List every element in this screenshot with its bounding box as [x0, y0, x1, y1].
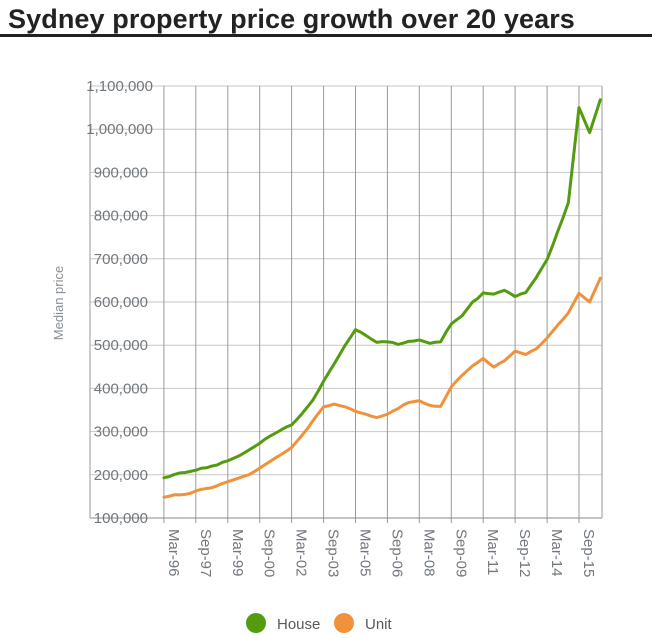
svg-text:Unit: Unit: [365, 616, 393, 633]
svg-text:Sep-97: Sep-97: [197, 529, 214, 577]
svg-text:900,000: 900,000: [94, 164, 148, 181]
svg-text:100,000: 100,000: [94, 510, 148, 527]
svg-text:1,000,000: 1,000,000: [86, 121, 153, 138]
svg-text:300,000: 300,000: [94, 424, 148, 441]
svg-text:Mar-96: Mar-96: [165, 529, 182, 577]
svg-text:Sep-09: Sep-09: [452, 529, 469, 577]
svg-text:800,000: 800,000: [94, 208, 148, 225]
svg-text:Mar-14: Mar-14: [548, 529, 565, 577]
svg-text:1,100,000: 1,100,000: [86, 78, 153, 95]
svg-text:400,000: 400,000: [94, 380, 148, 397]
svg-text:Mar-02: Mar-02: [293, 529, 310, 577]
svg-text:Sep-15: Sep-15: [580, 529, 597, 577]
svg-text:Sep-06: Sep-06: [388, 529, 405, 577]
svg-text:Mar-08: Mar-08: [420, 529, 437, 577]
svg-text:House: House: [277, 616, 320, 633]
svg-text:500,000: 500,000: [94, 337, 148, 354]
svg-text:700,000: 700,000: [94, 251, 148, 268]
svg-text:600,000: 600,000: [94, 294, 148, 311]
svg-text:Mar-11: Mar-11: [484, 529, 501, 575]
svg-text:Mar-99: Mar-99: [229, 529, 246, 577]
svg-text:Sep-00: Sep-00: [261, 529, 278, 577]
svg-text:Sep-03: Sep-03: [325, 529, 342, 577]
svg-text:Sep-12: Sep-12: [516, 529, 533, 577]
svg-text:Median price: Median price: [51, 266, 66, 340]
svg-text:Mar-05: Mar-05: [357, 529, 374, 577]
svg-text:200,000: 200,000: [94, 467, 148, 484]
